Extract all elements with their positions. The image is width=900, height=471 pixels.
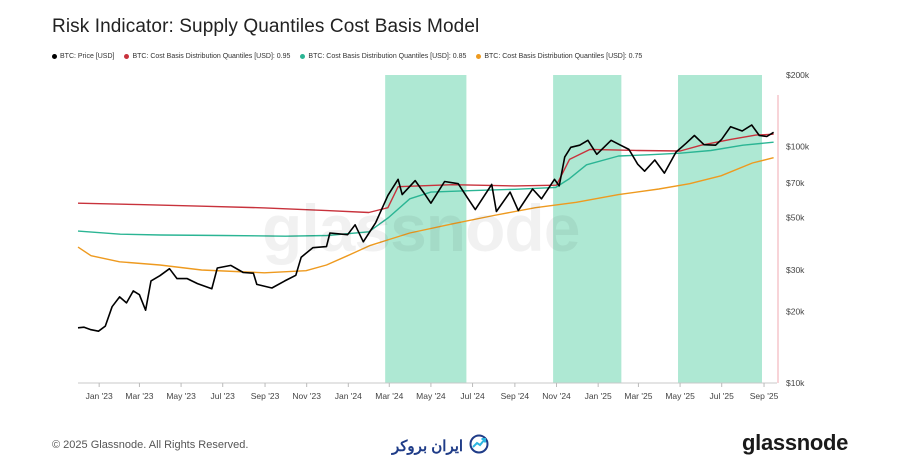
x-tick-label: Jan '25 bbox=[585, 391, 612, 401]
x-tick-label: Sep '23 bbox=[251, 391, 280, 401]
x-tick-label: Jul '23 bbox=[211, 391, 236, 401]
legend-item-q85[interactable]: BTC: Cost Basis Distribution Quantiles [… bbox=[300, 53, 466, 60]
y-tick-label: $50k bbox=[786, 213, 805, 223]
y-tick-label: $20k bbox=[786, 307, 805, 317]
chart-title: Risk Indicator: Supply Quantiles Cost Ba… bbox=[52, 16, 480, 37]
x-tick-label: Sep '24 bbox=[501, 391, 530, 401]
brand-logo: glassnode bbox=[742, 430, 849, 455]
legend-label-price: BTC: Price [USD] bbox=[60, 53, 115, 60]
trend-arrow-icon bbox=[469, 434, 489, 458]
highlight-band-1 bbox=[553, 75, 622, 383]
x-tick-label: Mar '24 bbox=[375, 391, 403, 401]
series-line-1 bbox=[77, 133, 774, 214]
legend-item-price[interactable]: BTC: Price [USD] bbox=[52, 53, 114, 60]
legend: BTC: Price [USD] BTC: Cost Basis Distrib… bbox=[52, 53, 642, 60]
x-tick-label: Jul '24 bbox=[460, 391, 485, 401]
legend-label-q75: BTC: Cost Basis Distribution Quantiles [… bbox=[484, 53, 643, 60]
x-tick-label: Mar '25 bbox=[624, 391, 652, 401]
x-tick-label: May '24 bbox=[416, 391, 446, 401]
legend-swatch-q95 bbox=[124, 54, 130, 59]
x-tick-label: May '23 bbox=[166, 391, 196, 401]
series-lines bbox=[77, 124, 775, 333]
legend-label-q85: BTC: Cost Basis Distribution Quantiles [… bbox=[308, 53, 467, 60]
y-tick-label: $30k bbox=[786, 265, 805, 275]
x-tick-label: Sep '25 bbox=[750, 391, 779, 401]
series-line-0 bbox=[77, 124, 775, 333]
x-tick-label: Jan '23 bbox=[86, 391, 113, 401]
highlight-periods bbox=[385, 75, 762, 383]
y-tick-label: $200k bbox=[786, 70, 810, 80]
x-tick-label: Nov '24 bbox=[542, 391, 571, 401]
series-line-3 bbox=[77, 157, 774, 274]
axes: $10k $20k $30k $50k $70k $100k $200k Jan '23 Mar… bbox=[78, 70, 810, 401]
partner-logo-text: ایران بروکر bbox=[392, 438, 464, 455]
legend-swatch-q75 bbox=[476, 54, 482, 59]
legend-item-q95[interactable]: BTC: Cost Basis Distribution Quantiles [… bbox=[124, 53, 290, 60]
highlight-band-2 bbox=[678, 75, 762, 383]
x-tick-label: Nov '23 bbox=[292, 391, 321, 401]
legend-swatch-price bbox=[52, 54, 57, 59]
legend-label-q95: BTC: Cost Basis Distribution Quantiles [… bbox=[132, 53, 291, 60]
x-tick-label: Mar '23 bbox=[125, 391, 153, 401]
x-tick-label: Jul '25 bbox=[710, 391, 735, 401]
x-tick-label: Jan '24 bbox=[335, 391, 362, 401]
y-tick-label: $10k bbox=[786, 378, 805, 388]
partner-logo: ایران بروکر bbox=[392, 434, 489, 458]
series-line-2 bbox=[77, 141, 774, 237]
legend-swatch-q85 bbox=[300, 54, 306, 59]
legend-item-q75[interactable]: BTC: Cost Basis Distribution Quantiles [… bbox=[476, 53, 642, 60]
y-tick-label: $70k bbox=[786, 178, 805, 188]
copyright-text: © 2025 Glassnode. All Rights Reserved. bbox=[52, 439, 249, 451]
y-tick-label: $100k bbox=[786, 141, 810, 151]
x-tick-label: May '25 bbox=[665, 391, 695, 401]
